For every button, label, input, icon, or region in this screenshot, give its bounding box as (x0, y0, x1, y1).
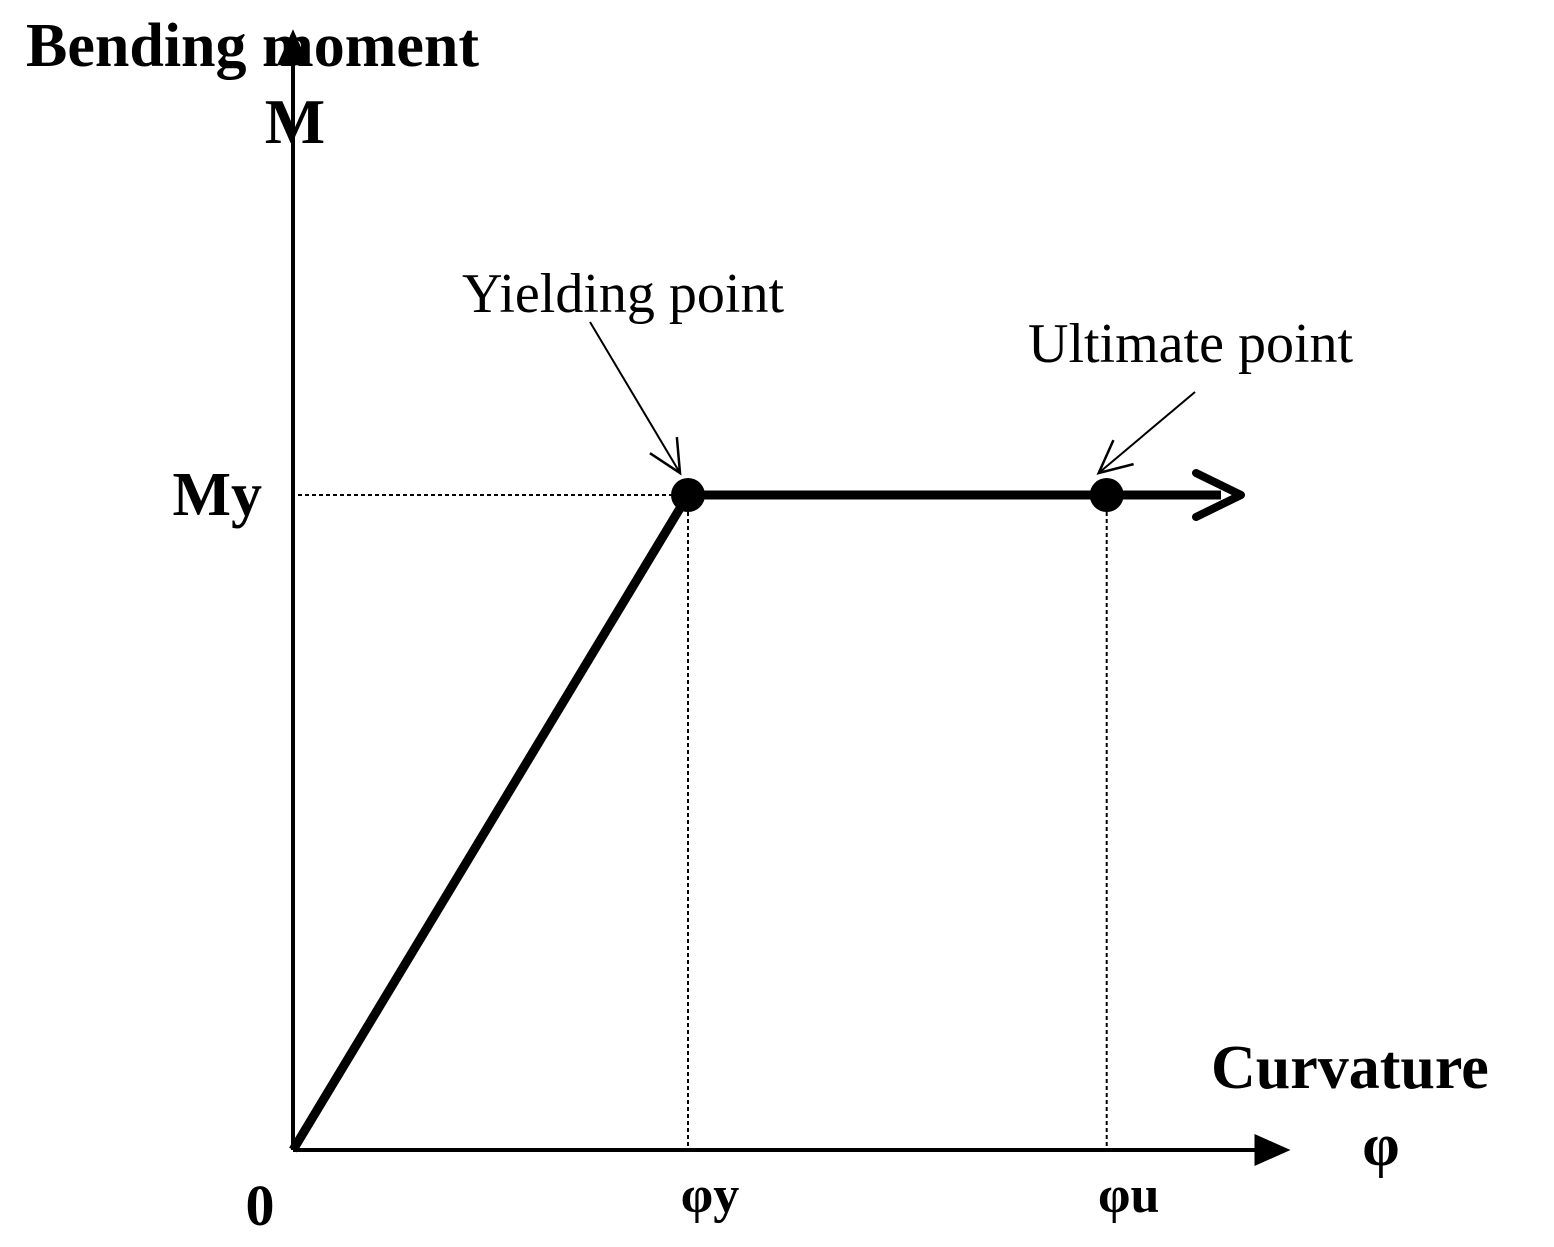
y-tick-label: My (172, 461, 262, 529)
axes: My φy φu (172, 29, 1291, 1224)
y-axis-arrowhead (277, 29, 309, 66)
origin-label: 0 (246, 1173, 275, 1238)
x-axis-symbol: φ (1362, 1112, 1399, 1178)
series-arrowhead (1192, 469, 1245, 521)
annotations-layer: Yielding point Ultimate point (462, 263, 1354, 476)
marker-pointer-line (589, 321, 681, 474)
marker-point (671, 478, 705, 512)
marker-label: Ultimate point (1028, 313, 1354, 375)
marker-point (1089, 478, 1124, 512)
marker-pointer-line (1098, 391, 1196, 474)
marker-pointer-arrowhead (649, 437, 682, 476)
x-tick-label: φu (1098, 1167, 1159, 1224)
y-axis-title: Bending moment (26, 12, 479, 80)
x-axis-title: Curvature (1211, 1034, 1489, 1102)
marker-label: Yielding point (462, 263, 784, 325)
x-axis-arrowhead (1254, 1134, 1291, 1166)
x-tick-label: φy (681, 1167, 739, 1224)
guide-lines (298, 494, 1108, 1147)
series-layer (289, 469, 1245, 1153)
marker-pointer-arrowhead (1096, 439, 1134, 475)
y-axis-symbol: M (265, 86, 325, 157)
series-line (289, 490, 1221, 1153)
